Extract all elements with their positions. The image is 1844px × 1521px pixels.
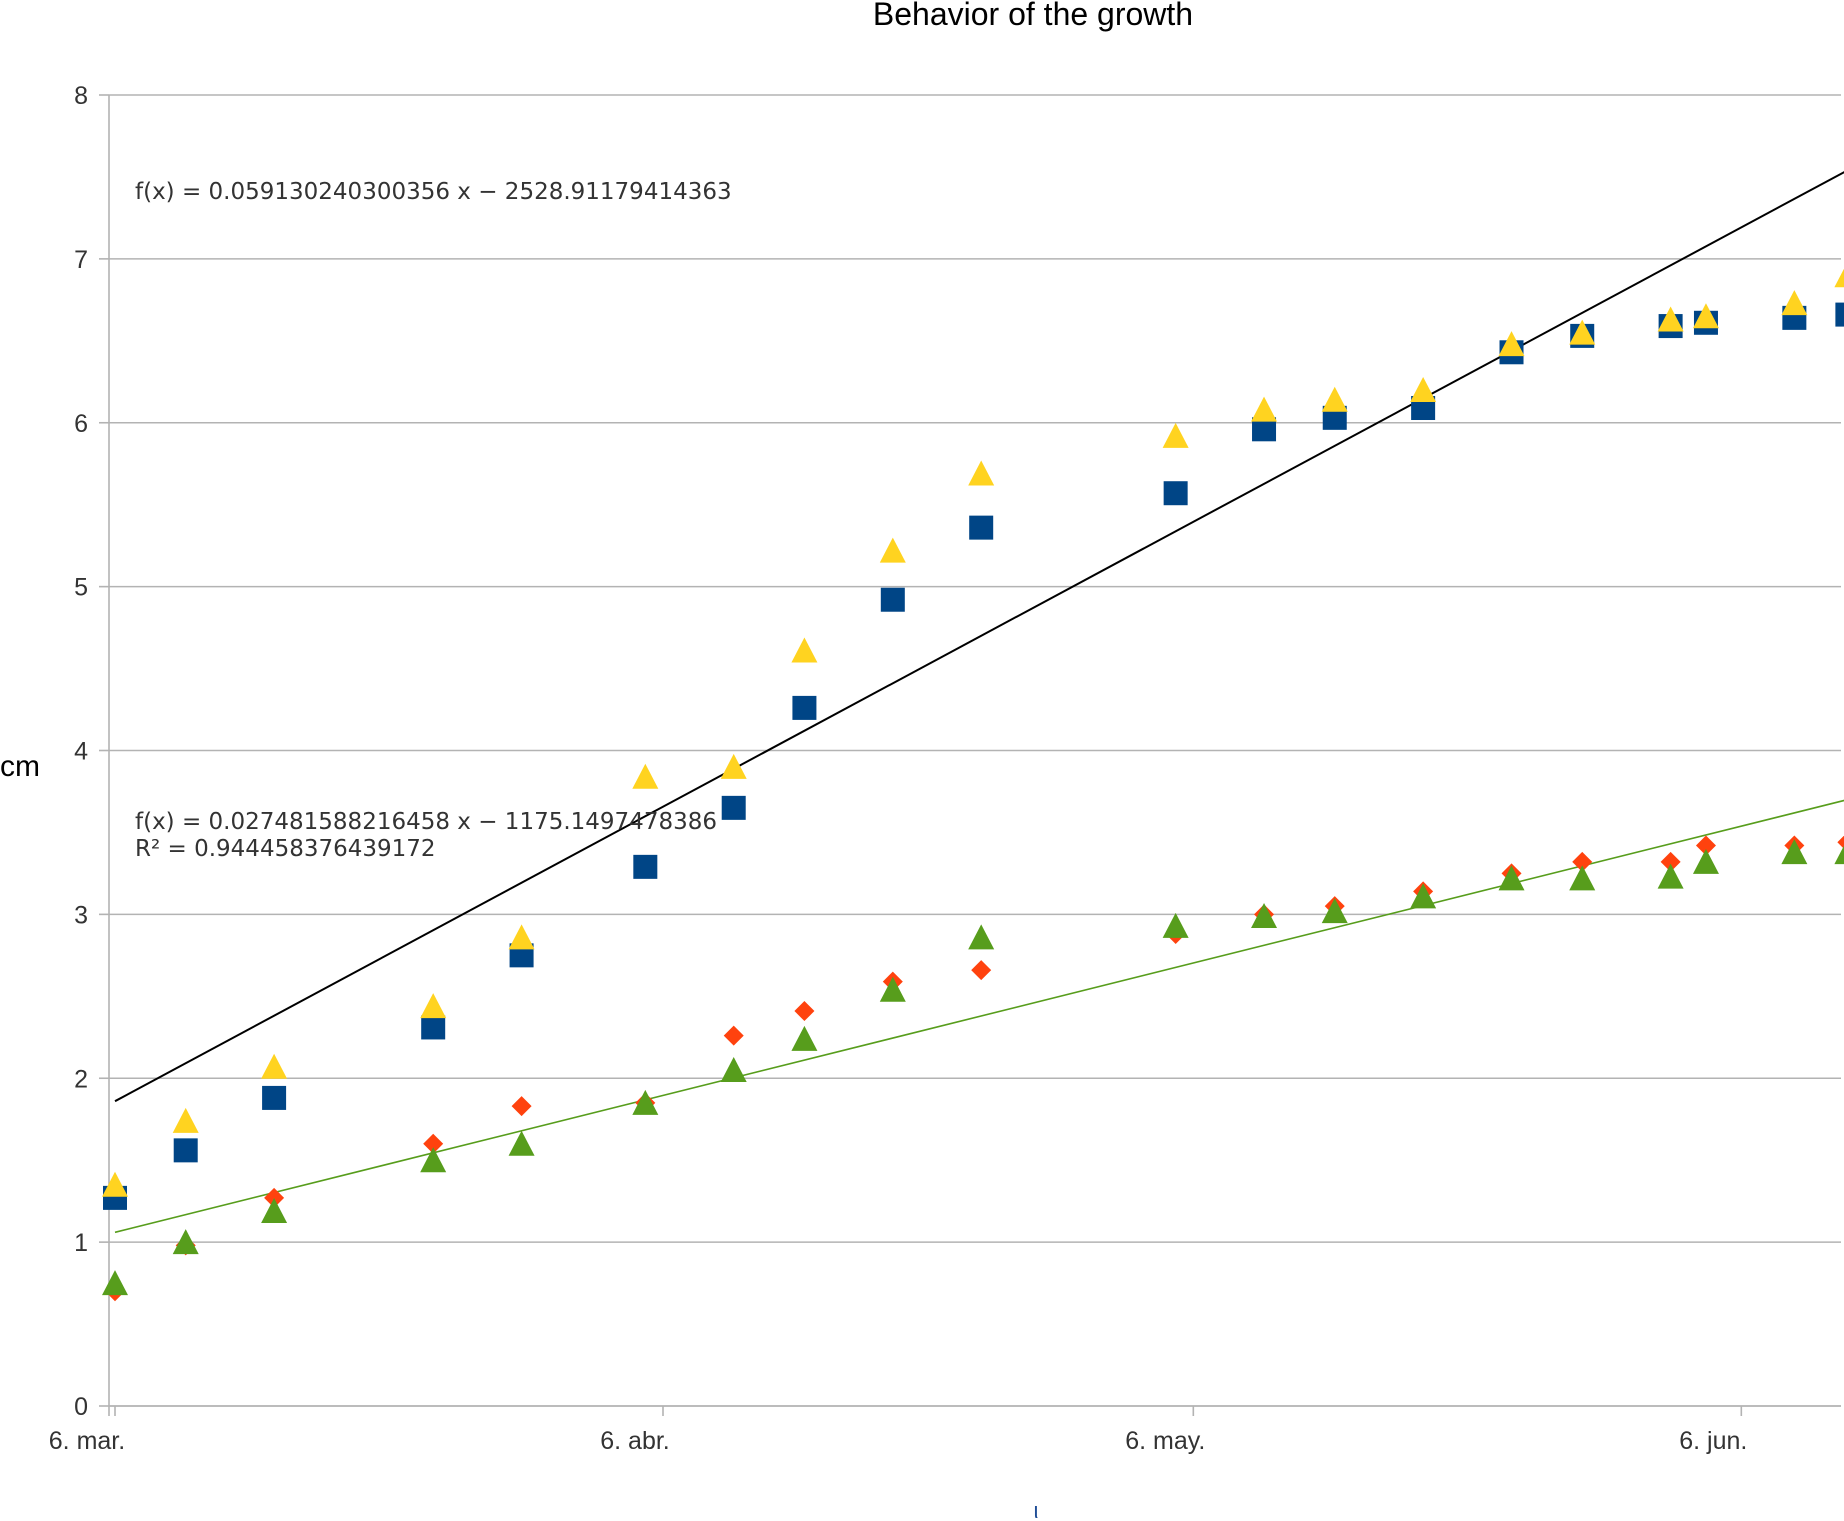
point-series4-8 [791,1025,818,1051]
point-series4-19 [1781,839,1808,865]
y-tick-label-3: 3 [74,901,88,929]
point-series2-15 [1498,331,1525,357]
point-series2-13 [1321,386,1348,412]
axes: 0 1 2 3 4 5 6 7 8 6. mar. 6. abr. 6. may. 6. jun. [49,82,1841,1455]
point-series2-6 [632,763,659,789]
y-tick-label-2: 2 [74,1065,88,1093]
point-series2-17 [1657,306,1684,332]
point-series3-10 [971,960,992,981]
y-axis-label: cm [0,750,40,783]
trendline-2-equation: f(x) = 0.027481588216458 x − 1175.149747… [135,809,717,835]
point-series2-20 [1834,268,1844,288]
point-series2-4 [420,993,447,1019]
x-tick-label-1: 6. abr. [600,1427,670,1455]
y-tick-label-4: 4 [74,738,88,766]
point-series3-7 [723,1025,744,1046]
trendline-2-r2: R² = 0.944458376439172 [135,836,436,862]
point-series2-18 [1692,303,1719,329]
point-series2-5 [508,924,535,950]
point-series3-8 [794,1001,815,1022]
point-series3-17 [1660,851,1681,872]
point-series4-9 [879,976,906,1002]
point-series1-3 [262,1085,287,1110]
point-series3-20 [1837,835,1844,849]
x-tick-label-3: 6. jun. [1679,1427,1747,1455]
point-series2-7 [720,753,747,779]
point-series3-16 [1572,851,1593,872]
y-tick-label-0: 0 [74,1393,88,1421]
point-series2-9 [879,537,906,563]
point-series4-17 [1657,863,1684,889]
chart-title: Behavior of the growth [873,0,1193,32]
x-tick-label-0: 6. mar. [49,1427,125,1455]
point-series1-8 [792,695,817,720]
data-points [102,268,1844,1302]
point-series2-1 [102,1171,128,1197]
point-series2-19 [1781,290,1808,316]
point-series4-4 [420,1147,447,1173]
point-series2-3 [261,1053,288,1079]
point-series4-20 [1834,845,1844,865]
point-series2-11 [1162,422,1189,448]
point-series1-20 [1835,302,1844,327]
point-series3-18 [1695,835,1716,856]
x-axis-label: ι [1034,1498,1039,1521]
point-series4-3 [261,1197,288,1223]
point-series4-11 [1162,912,1189,938]
point-series4-14 [1410,883,1437,909]
y-tick-label-5: 5 [74,574,88,602]
point-series4-7 [720,1057,747,1083]
point-series1-9 [880,587,905,612]
point-series4-12 [1251,903,1278,929]
point-series4-2 [172,1229,199,1255]
y-tick-label-7: 7 [74,246,88,274]
point-series2-14 [1410,376,1437,402]
point-series4-15 [1498,865,1525,891]
point-series4-10 [968,924,995,950]
x-tick-label-2: 6. may. [1125,1427,1205,1455]
point-series1-4 [421,1015,446,1040]
point-series1-2 [173,1138,198,1163]
point-series3-4 [423,1133,444,1154]
point-series1-10 [969,515,994,540]
point-series2-16 [1569,319,1596,345]
point-series2-12 [1251,396,1278,422]
point-series4-5 [508,1130,535,1156]
point-series4-1 [102,1270,128,1296]
point-series3-5 [511,1096,532,1117]
point-series3-3 [264,1187,285,1208]
point-series2-2 [172,1107,199,1133]
point-series4-16 [1569,865,1596,891]
y-tick-label-8: 8 [74,82,88,110]
trendlines [114,171,1844,1234]
gridlines [109,94,1841,1407]
point-series2-8 [791,637,818,663]
y-tick-label-6: 6 [74,410,88,438]
point-series1-11 [1163,481,1188,506]
point-series4-18 [1692,848,1719,874]
point-series4-6 [632,1089,659,1115]
y-tick-label-1: 1 [74,1229,88,1257]
point-series4-13 [1321,898,1348,924]
equation-labels: f(x) = 0.05913024030​0356 x − 2528.91179… [135,179,732,862]
trendline-2 [114,799,1844,1234]
trendline-1 [114,171,1844,1103]
point-series1-7 [721,795,746,820]
point-series2-10 [968,460,995,486]
trendline-1-equation: f(x) = 0.05913024030​0356 x − 2528.91179… [135,179,732,205]
point-series1-6 [633,854,658,879]
